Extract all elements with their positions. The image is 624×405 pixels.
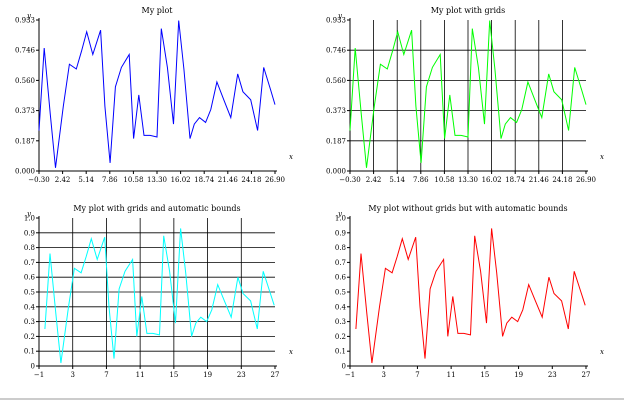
y-tick-label: 0 xyxy=(342,363,346,371)
y-tick-label: 0.560 xyxy=(326,77,346,85)
x-tick-label: −0.30 xyxy=(28,176,49,184)
x-tick-label: 21.46 xyxy=(218,176,239,184)
series-line xyxy=(44,228,275,364)
y-tick-label: 0.7 xyxy=(335,259,346,267)
y-tick-label: 0.8 xyxy=(24,244,35,252)
y-tick-label: 0.373 xyxy=(326,107,346,115)
x-tick-label: 7 xyxy=(104,371,108,379)
x-tick-label: 21.46 xyxy=(529,176,550,184)
y-axis-label: y xyxy=(26,12,32,20)
y-tick-label: 0.9 xyxy=(24,229,35,237)
x-tick-label: 7.86 xyxy=(102,176,118,184)
y-axis-label: y xyxy=(337,210,343,218)
y-tick-label: 1.0 xyxy=(335,215,346,223)
y-tick-label: 0.5 xyxy=(335,289,346,297)
y-tick-label: 0.1 xyxy=(335,348,346,356)
x-tick-label: 7 xyxy=(415,371,419,379)
x-tick-label: −0.30 xyxy=(339,176,360,184)
x-tick-label: 24.18 xyxy=(552,176,572,184)
y-tick-label: 0.187 xyxy=(15,137,35,145)
x-tick-label: 11 xyxy=(447,371,456,379)
x-tick-label: 5.14 xyxy=(389,176,405,184)
x-tick-label: 10.58 xyxy=(123,176,143,184)
y-tick-label: 0.3 xyxy=(335,318,346,326)
x-tick-label: −1 xyxy=(34,371,44,379)
x-axis-label: x xyxy=(600,153,604,161)
x-tick-label: 15 xyxy=(480,371,489,379)
chart-2: −0.30 2.42 5.14 7.86 10.58 13.30 16.02 18.74 21.… xyxy=(326,6,604,184)
chart-title: My plot with grids and automatic bounds xyxy=(73,204,240,213)
y-tick-label: 0.5 xyxy=(24,289,35,297)
y-tick-label: 0.6 xyxy=(335,274,347,282)
y-tick-label: 0.3 xyxy=(24,318,35,326)
chart-title: My plot without grids but with automatic… xyxy=(368,204,567,213)
y-tick-label: 0.4 xyxy=(24,303,36,311)
y-axis-label: y xyxy=(26,210,32,218)
y-tick-label: 0.560 xyxy=(15,77,35,85)
x-axis-label: x xyxy=(600,348,604,356)
y-tick-label: 0.933 xyxy=(15,17,35,25)
y-tick-label: 0.4 xyxy=(335,303,347,311)
y-tick-label: 0.1 xyxy=(24,348,35,356)
x-tick-label: 18.74 xyxy=(505,176,526,184)
y-tick-label: 0 xyxy=(31,363,35,371)
y-tick-label: 0.2 xyxy=(24,333,35,341)
y-tick-label: 0.6 xyxy=(24,274,36,282)
x-tick-label: 3 xyxy=(70,371,74,379)
y-tick-label: 0.746 xyxy=(15,47,36,55)
chart-4: −1 3 7 11 15 19 23 27 0 0.1 0.2 0.3 0.4 0.5 0.6 0.7 0.8 0… xyxy=(335,204,604,379)
x-tick-label: −1 xyxy=(345,371,355,379)
x-tick-label: 11 xyxy=(136,371,145,379)
x-tick-label: 26.90 xyxy=(576,176,596,184)
x-tick-label: 26.90 xyxy=(265,176,285,184)
y-tick-label: 0.933 xyxy=(326,17,346,25)
y-tick-label: 0.9 xyxy=(335,229,346,237)
chart-title: My plot xyxy=(142,6,174,15)
x-tick-label: 16.02 xyxy=(482,176,502,184)
x-axis-label: x xyxy=(289,153,293,161)
series-line xyxy=(38,20,276,168)
x-tick-label: 18.74 xyxy=(194,176,215,184)
x-tick-label: 23 xyxy=(237,371,246,379)
x-tick-label: 24.18 xyxy=(241,176,261,184)
x-tick-label: 3 xyxy=(381,371,385,379)
y-tick-label: 0.187 xyxy=(326,137,346,145)
y-tick-label: 1.0 xyxy=(24,215,35,223)
x-axis-label: x xyxy=(289,348,293,356)
y-tick-label: 0.746 xyxy=(326,47,347,55)
x-tick-label: 13.30 xyxy=(458,176,478,184)
x-tick-label: 2.42 xyxy=(366,176,382,184)
x-tick-label: 7.86 xyxy=(413,176,429,184)
x-tick-label: 13.30 xyxy=(147,176,167,184)
x-tick-label: 15 xyxy=(169,371,178,379)
x-tick-label: 10.58 xyxy=(434,176,454,184)
x-tick-label: 23 xyxy=(548,371,557,379)
y-tick-label: 0.7 xyxy=(24,259,35,267)
x-tick-label: 19 xyxy=(514,371,523,379)
y-tick-label: 0.000 xyxy=(15,168,35,176)
x-tick-label: 16.02 xyxy=(171,176,191,184)
y-axis-label: y xyxy=(337,12,343,20)
x-tick-label: 27 xyxy=(582,371,591,379)
series-line xyxy=(355,228,586,364)
x-tick-label: 27 xyxy=(271,371,280,379)
y-tick-label: 0.000 xyxy=(326,168,346,176)
chart-title: My plot with grids xyxy=(431,6,506,15)
y-tick-label: 0.2 xyxy=(335,333,346,341)
x-tick-label: 5.14 xyxy=(78,176,94,184)
x-tick-label: 19 xyxy=(203,371,212,379)
y-tick-label: 0.373 xyxy=(15,107,35,115)
chart-3: −1 3 7 11 15 19 23 27 0 0.1 0.2 0.3 0.4 0.5 0.6 0.7 0.8 0… xyxy=(24,204,293,379)
y-tick-label: 0.8 xyxy=(335,244,346,252)
chart-1: −0.30 2.42 5.14 7.86 10.58 13.30 16.02 18.74 21.… xyxy=(15,6,293,184)
series-line xyxy=(349,20,587,168)
x-tick-label: 2.42 xyxy=(55,176,71,184)
